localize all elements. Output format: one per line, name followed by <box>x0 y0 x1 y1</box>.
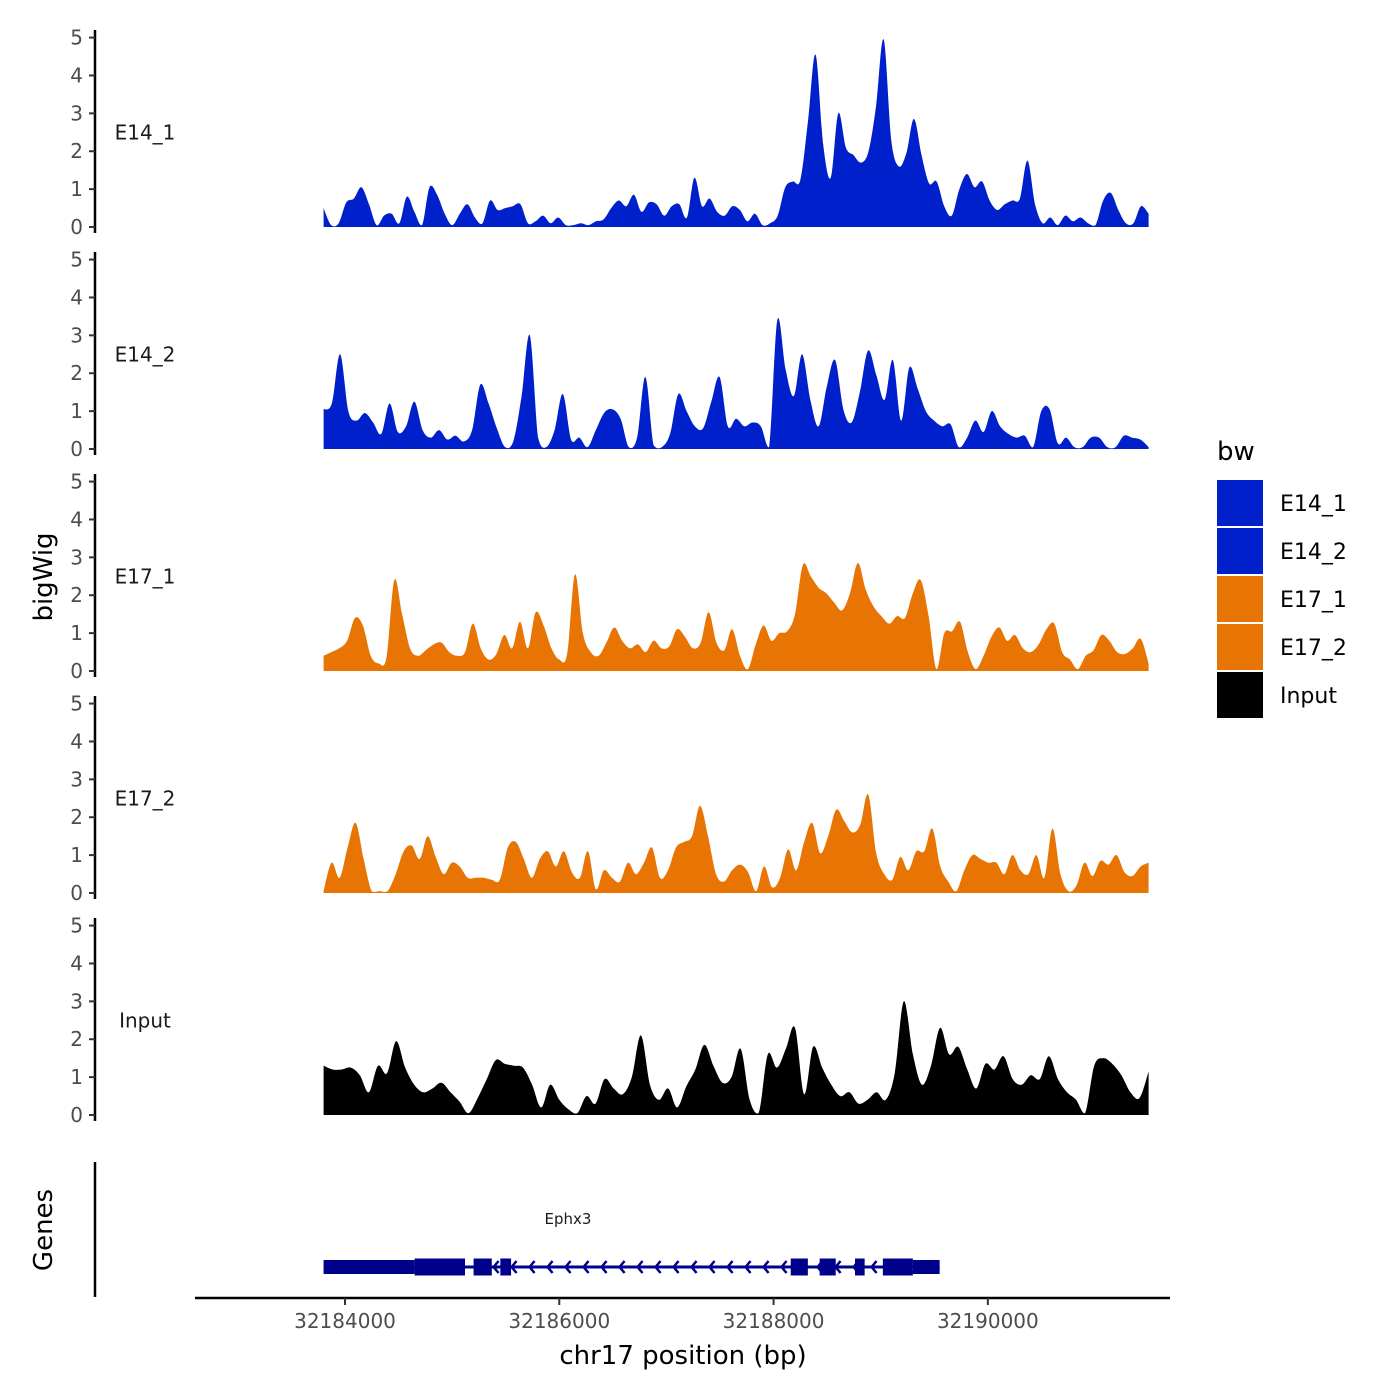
y-tick-label: 1 <box>70 621 83 645</box>
y-tick-label: 4 <box>70 951 83 975</box>
legend-swatch-Input <box>1217 672 1263 718</box>
y-tick-label: 4 <box>70 729 83 753</box>
strand-arrow <box>671 1260 680 1274</box>
y-tick-label: 1 <box>70 399 83 423</box>
strand-arrow <box>761 1260 770 1274</box>
exon-cds <box>819 1258 836 1276</box>
strand-arrow <box>563 1260 572 1274</box>
exon-cds <box>500 1258 512 1276</box>
x-tick-label: 32188000 <box>723 1309 825 1333</box>
y-tick-label: 5 <box>70 248 83 272</box>
legend-swatch-E17_1 <box>1217 576 1263 622</box>
exon-cds <box>790 1258 808 1276</box>
strand-arrow <box>869 1260 878 1274</box>
strand-arrow <box>581 1260 590 1274</box>
y-tick-label: 0 <box>70 437 83 461</box>
genes-axis-title: Genes <box>29 1189 59 1271</box>
strand-arrow <box>689 1260 698 1274</box>
legend-swatch-E14_2 <box>1217 528 1263 574</box>
strand-arrow <box>545 1260 554 1274</box>
coverage-area-Input <box>323 1001 1149 1115</box>
y-tick-label: 4 <box>70 507 83 531</box>
exon-cds <box>855 1258 865 1276</box>
y-tick-label: 3 <box>70 767 83 791</box>
y-tick-label: 4 <box>70 63 83 87</box>
strand-arrow <box>707 1260 716 1274</box>
track-label: E14_1 <box>115 120 176 144</box>
strand-arrow <box>779 1260 788 1274</box>
track-E14_2: 0 1 2 3 4 5 E14_2 <box>70 248 1149 461</box>
y-tick-label: 2 <box>70 583 83 607</box>
legend-swatch-E17_2 <box>1217 624 1263 670</box>
legend: bw E14_1 E14_2 E17_1 E17_2 Input <box>1217 437 1347 718</box>
track-Input: 0 1 2 3 4 5 Input <box>70 914 1149 1127</box>
coverage-area-E14_1 <box>323 39 1149 227</box>
y-tick-label: 1 <box>70 177 83 201</box>
track-E17_1: 0 1 2 3 4 5 E17_1 <box>70 470 1149 683</box>
y-tick-label: 0 <box>70 659 83 683</box>
y-tick-label: 0 <box>70 215 83 239</box>
exon-cds <box>473 1258 492 1276</box>
y-tick-label: 2 <box>70 139 83 163</box>
coverage-tracks: 0 1 2 3 4 5 E14_1 0 1 2 3 4 5 E14_2 0 1 2 3 4 5 E17_1 0 1 2 3 4 5 E… <box>70 26 1149 1127</box>
y-tick-label: 2 <box>70 805 83 829</box>
legend-label: E14_1 <box>1280 492 1347 517</box>
y-tick-label: 5 <box>70 26 83 50</box>
strand-arrow <box>617 1260 626 1274</box>
strand-arrow <box>509 1260 518 1274</box>
x-tick-label: 32184000 <box>294 1309 396 1333</box>
legend-label: E17_1 <box>1280 588 1347 613</box>
x-tick-label: 32190000 <box>937 1309 1039 1333</box>
strand-arrow <box>653 1260 662 1274</box>
y-tick-label: 5 <box>70 692 83 716</box>
strand-arrow <box>527 1260 536 1274</box>
coverage-area-E17_2 <box>323 793 1149 893</box>
y-axis-title: bigWig <box>29 532 59 621</box>
x-axis-title: chr17 position (bp) <box>559 1341 806 1371</box>
y-tick-label: 5 <box>70 914 83 938</box>
y-tick-label: 5 <box>70 470 83 494</box>
coverage-area-E14_2 <box>323 318 1149 449</box>
exon-utr <box>912 1260 940 1274</box>
x-tick-label: 32186000 <box>508 1309 610 1333</box>
y-tick-label: 0 <box>70 881 83 905</box>
strand-arrow <box>743 1260 752 1274</box>
y-tick-label: 0 <box>70 1103 83 1127</box>
legend-label: E14_2 <box>1280 540 1347 565</box>
x-axis-ticks: 32184000 32186000 32188000 32190000 <box>294 1298 1039 1333</box>
legend-label: E17_2 <box>1280 636 1347 661</box>
strand-arrow <box>635 1260 644 1274</box>
y-tick-label: 1 <box>70 843 83 867</box>
y-tick-label: 3 <box>70 989 83 1013</box>
track-E14_1: 0 1 2 3 4 5 E14_1 <box>70 26 1149 239</box>
legend-swatch-E14_1 <box>1217 480 1263 526</box>
y-tick-label: 3 <box>70 101 83 125</box>
y-tick-label: 1 <box>70 1065 83 1089</box>
strand-arrow <box>725 1260 734 1274</box>
track-label: E17_1 <box>115 564 176 588</box>
gene-name-label: Ephx3 <box>545 1210 592 1228</box>
y-tick-label: 3 <box>70 545 83 569</box>
y-tick-label: 2 <box>70 361 83 385</box>
track-label: E14_2 <box>115 342 176 366</box>
legend-title: bw <box>1217 437 1255 467</box>
track-E17_2: 0 1 2 3 4 5 E17_2 <box>70 692 1149 905</box>
exon-utr <box>323 1260 415 1274</box>
exon-cds <box>414 1258 465 1276</box>
strand-arrow <box>491 1260 500 1274</box>
exon-cds <box>882 1258 913 1276</box>
y-tick-label: 4 <box>70 285 83 309</box>
track-label: E17_2 <box>115 786 176 810</box>
gene-track: Ephx3 <box>93 1162 940 1297</box>
y-tick-label: 3 <box>70 323 83 347</box>
track-label: Input <box>119 1008 171 1032</box>
y-tick-label: 2 <box>70 1027 83 1051</box>
coverage-area-E17_1 <box>323 562 1149 671</box>
strand-arrow <box>599 1260 608 1274</box>
legend-label: Input <box>1280 684 1337 709</box>
